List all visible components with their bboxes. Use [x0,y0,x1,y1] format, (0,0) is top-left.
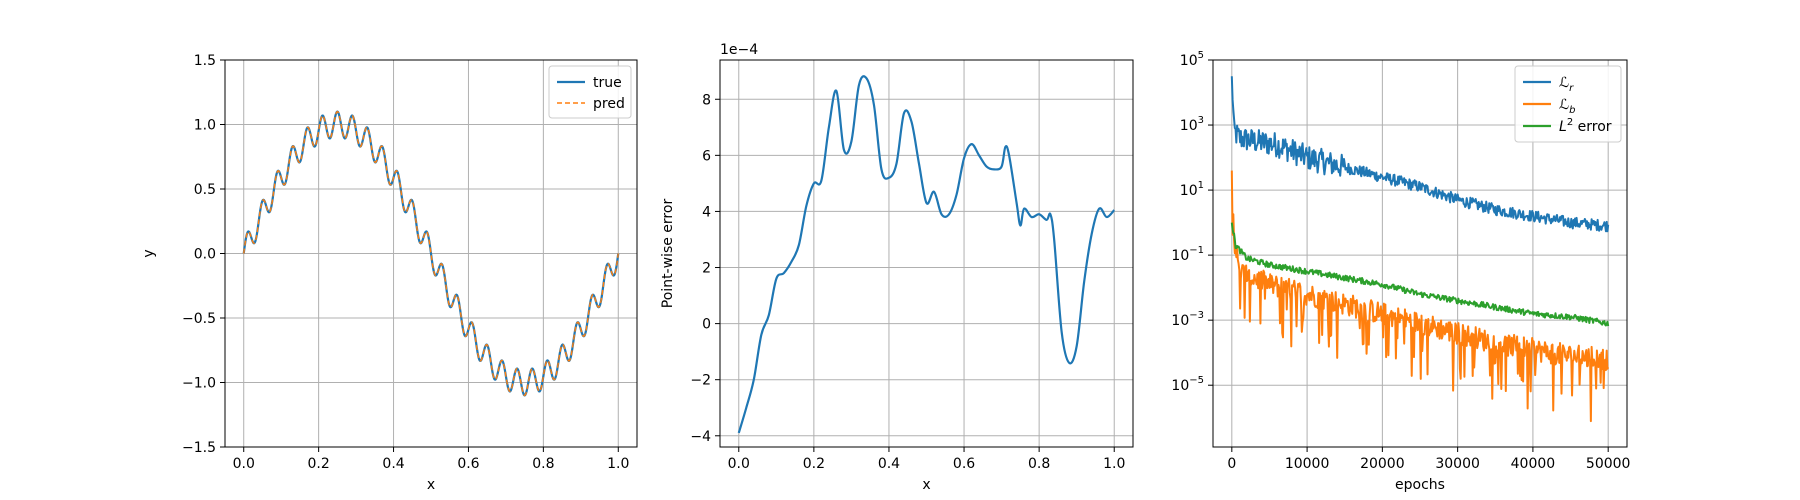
y-tick-label: 2 [702,261,711,277]
subplot-1: 0.0 0.2 0.4 0.6 0.8 1.0 −1.5 −1.0 −0.5 0.0 0.5 1.0 1… [141,53,638,493]
y-tick-label: 8 [702,92,711,108]
y-tick-label: 101 [1180,180,1204,199]
y-tick-base: 10 [1171,313,1189,329]
y-tick-label: 103 [1180,115,1204,134]
y-tick-exponent: 1 [1198,180,1204,191]
x-tick-label: 1.0 [607,456,629,472]
y-tick-label: 0 [702,317,711,333]
subplot-3: 0 10000 20000 30000 40000 5000010−510−310−110… [1171,50,1630,493]
y-offset-text: 1e−4 [720,42,758,58]
x-tick-label: 50000 [1586,456,1631,472]
y-axis-label: y [141,249,157,257]
plot-area [1230,76,1610,423]
y-tick-base: 10 [1171,248,1189,264]
y-tick-exponent: −1 [1189,245,1204,256]
legend-label-true: true [593,75,622,91]
ticks: 0.0 0.2 0.4 0.6 0.8 1.0 −4 −2 0 2 4 6 8 [690,92,1125,472]
y-tick-label: 1.5 [194,53,216,69]
x-tick-label: 1.0 [1103,456,1125,472]
x-axis-label: x [427,477,435,493]
legend-label-subscript: b [1569,105,1575,116]
y-tick-label: 0.0 [194,247,216,263]
legend-label: L2 error [1559,117,1612,135]
axes-frame [1212,59,1628,448]
x-axis-label: epochs [1395,477,1445,493]
axes-frame [224,59,638,448]
y-tick-exponent: −5 [1189,375,1204,386]
ticks: 0 10000 20000 30000 40000 5000010−510−310−110… [1171,50,1630,472]
y-tick-base: 10 [1180,183,1198,199]
x-tick-label: 40000 [1511,456,1556,472]
y-tick-label: 10−3 [1171,310,1204,329]
x-tick-label: 0.0 [233,456,255,472]
subplot-2: 0.0 0.2 0.4 0.6 0.8 1.0 −4 −2 0 2 4 6 8 x Point-wise e… [660,42,1134,493]
x-tick-label: 0.8 [1028,456,1050,472]
plot-area [242,110,620,397]
series-line-true [242,110,620,397]
x-tick-label: 0.4 [382,456,404,472]
series-line-error [737,75,1116,434]
y-tick-base: 10 [1180,118,1198,134]
series-line-l2-error [1230,222,1610,327]
series-line-loss-r [1230,76,1610,233]
y-tick-label: 105 [1180,50,1204,69]
y-tick-label: −2 [690,373,711,389]
legend-label-rest: error [1573,119,1612,135]
plot-area [737,75,1116,434]
legend-label-superscript: 2 [1567,117,1573,128]
series-line-loss-b [1230,170,1610,423]
y-tick-label: −1.5 [182,440,216,456]
x-tick-label: 0.4 [878,456,900,472]
y-tick-label: 10−1 [1171,245,1204,264]
y-tick-label: −1.0 [182,376,216,392]
y-tick-label: 6 [702,148,711,164]
y-tick-label: 1.0 [194,118,216,134]
x-tick-label: 0.6 [457,456,479,472]
legend-label-base: ℒ [1559,75,1569,91]
y-tick-base: 10 [1171,378,1189,394]
x-tick-label: 0.6 [953,456,975,472]
legend-box [548,65,632,119]
y-axis-label: Point-wise error [660,199,676,309]
y-tick-label: 4 [702,204,711,220]
x-tick-label: 30000 [1435,456,1480,472]
legend-label: ℒr [1559,75,1574,94]
legend-label-base: ℒ [1559,97,1569,113]
x-tick-label: 0.0 [728,456,750,472]
y-tick-exponent: 5 [1198,50,1204,61]
legend: true pred [548,65,632,119]
legend-label-base: L [1559,119,1567,135]
grid-lines [720,60,1133,447]
axes-frame [719,59,1134,448]
x-tick-label: 0.2 [803,456,825,472]
y-tick-exponent: −3 [1189,310,1204,321]
legend-box [1514,65,1622,143]
ticks: 0.0 0.2 0.4 0.6 0.8 1.0 −1.5 −1.0 −0.5 0.0 0.5 1.0 1… [182,53,629,472]
y-tick-label: 0.5 [194,182,216,198]
legend-label-subscript: r [1569,83,1574,94]
x-tick-label: 0 [1227,456,1236,472]
legend-label-pred: pred [593,96,625,112]
x-tick-label: 10000 [1285,456,1330,472]
legend-label: ℒb [1559,97,1575,116]
x-tick-label: 20000 [1360,456,1405,472]
y-tick-base: 10 [1180,53,1198,69]
y-tick-exponent: 3 [1198,115,1204,126]
x-tick-label: 0.2 [308,456,330,472]
x-axis-label: x [922,477,930,493]
y-tick-label: −0.5 [182,311,216,327]
y-tick-label: 10−5 [1171,375,1204,394]
y-tick-label: −4 [690,429,711,445]
x-tick-label: 0.8 [532,456,554,472]
